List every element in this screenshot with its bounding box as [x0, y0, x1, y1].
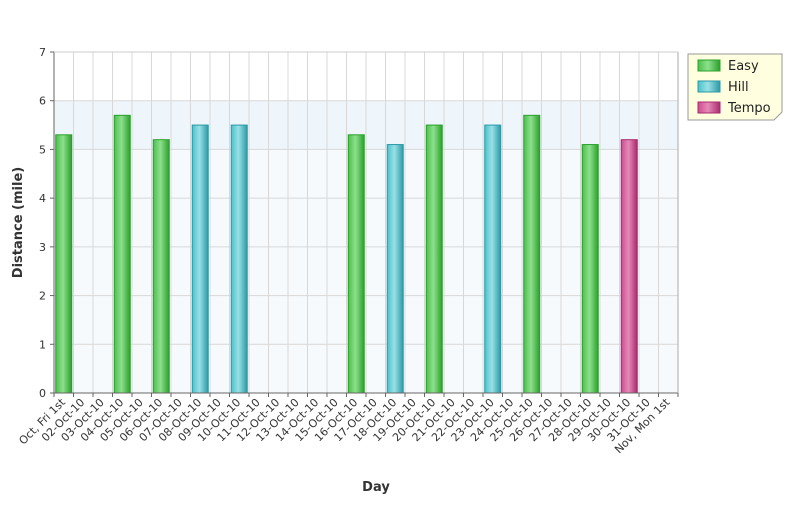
bar-hill [191, 124, 209, 394]
legend-label-tempo: Tempo [727, 101, 771, 116]
bar-tempo [620, 139, 638, 394]
bar-hill [386, 144, 404, 394]
legend-swatch-tempo [697, 101, 721, 114]
y-axis-title: Distance (mile) [11, 167, 26, 278]
legend-label-easy: Easy [728, 59, 759, 74]
legend-label-hill: Hill [728, 80, 749, 95]
y-tick-labels: 0 1 2 3 4 5 6 7 [39, 46, 46, 400]
legend: Easy Hill Tempo [687, 53, 783, 121]
bar-hill [230, 124, 248, 394]
bar-easy [523, 114, 541, 394]
x-tick-labels: Oct, Fri 1st02-Oct-1003-Oct-1004-Oct-100… [16, 395, 672, 456]
axis-layer [50, 51, 679, 397]
bar-layer [55, 114, 638, 394]
bar-hill [484, 124, 502, 394]
bar-easy [152, 139, 170, 394]
y-tick-label: 7 [39, 46, 46, 59]
y-tick-label: 6 [39, 95, 46, 108]
legend-swatch-easy [697, 59, 721, 72]
bar-easy [113, 114, 131, 394]
y-tick-label: 2 [39, 290, 46, 303]
y-tick-label: 0 [39, 387, 46, 400]
y-tick-label: 4 [39, 192, 46, 205]
y-tick-label: 1 [39, 338, 46, 351]
bar-easy [347, 134, 365, 394]
y-tick-label: 3 [39, 241, 46, 254]
bar-easy [425, 124, 443, 394]
bar-easy [581, 144, 599, 394]
legend-swatch-hill [697, 80, 721, 93]
y-tick-label: 5 [39, 143, 46, 156]
bar-easy [55, 134, 73, 394]
x-axis-title: Day [362, 480, 390, 495]
